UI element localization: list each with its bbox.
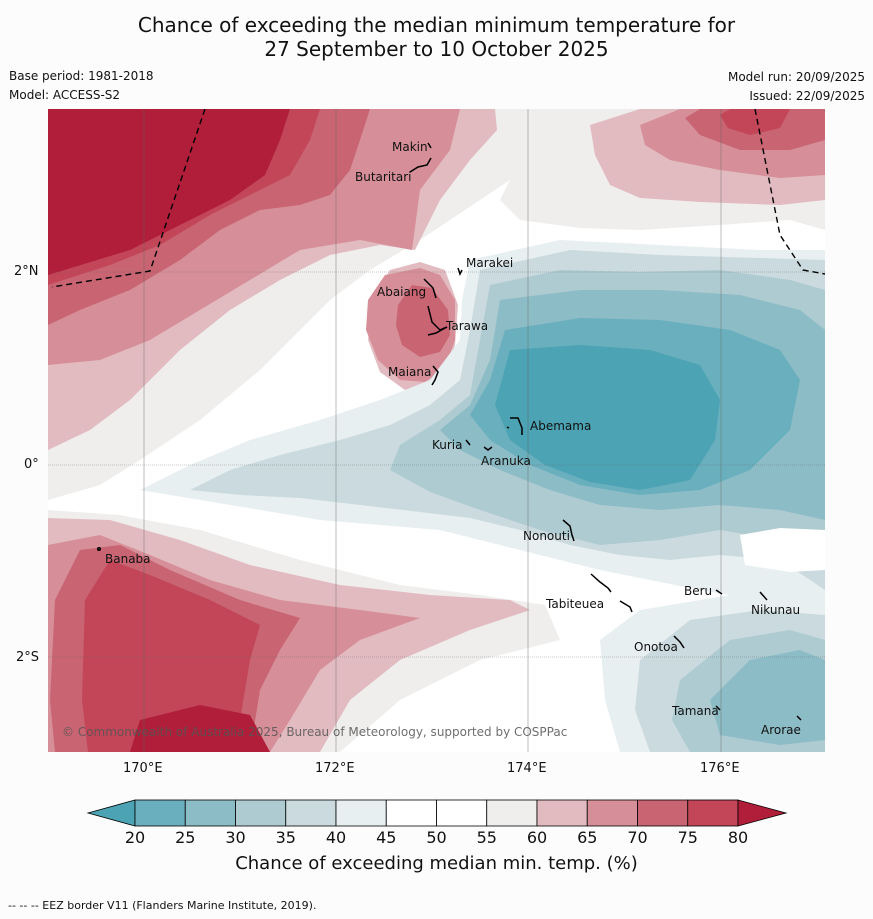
colorbar-tick-30: 30 bbox=[225, 828, 246, 847]
island-tarawa bbox=[427, 305, 448, 336]
contour-sw-80 bbox=[82, 560, 260, 752]
label-beru: Beru bbox=[684, 584, 712, 598]
colorbar-box-35 bbox=[285, 799, 337, 827]
title-line-2: 27 September to 10 October 2025 bbox=[264, 37, 609, 61]
model-run: Model run: 20/09/2025 bbox=[727, 70, 865, 84]
colorbar-box-50 bbox=[436, 799, 488, 827]
label-abemama: Abemama bbox=[530, 419, 591, 433]
colorbar-tick-25: 25 bbox=[175, 828, 196, 847]
label-aranuka: Aranuka bbox=[481, 454, 531, 468]
colorbar-box-65 bbox=[586, 799, 638, 827]
lat-label-2n: 2°N bbox=[14, 264, 39, 279]
colorbar-extend-high bbox=[737, 799, 788, 827]
colorbar-box-70 bbox=[637, 799, 689, 827]
island-marakei bbox=[457, 267, 463, 276]
colorbar-box-25 bbox=[184, 799, 236, 827]
label-tamana: Tamana bbox=[671, 704, 719, 718]
label-onotoa: Onotoa bbox=[634, 640, 678, 654]
island-nikunau bbox=[759, 591, 768, 601]
island-abemama bbox=[506, 417, 523, 435]
island-beru bbox=[715, 589, 723, 595]
island-kuria bbox=[465, 439, 471, 446]
colorbar-tick-70: 70 bbox=[627, 828, 648, 847]
contour-se-30 bbox=[710, 650, 825, 745]
colorbar-extend-low bbox=[86, 799, 136, 827]
label-makin: Makin bbox=[392, 140, 428, 154]
colorbar-tick-35: 35 bbox=[275, 828, 296, 847]
island-coastlines bbox=[96, 142, 802, 721]
contour-tarawa-75 bbox=[396, 285, 450, 357]
colorbar-box-75 bbox=[687, 799, 739, 827]
colorbar-tick-80: 80 bbox=[727, 828, 749, 847]
colorbar-box-60 bbox=[536, 799, 588, 827]
map-panel: Makin Butaritari Marakei Abaiang Tarawa … bbox=[48, 109, 825, 752]
contour-ne-80 bbox=[720, 109, 790, 135]
island-onotoa bbox=[673, 635, 685, 649]
colorbar-tick-45: 45 bbox=[376, 828, 397, 847]
contour-nw-85 bbox=[48, 109, 290, 275]
lat-label-2s: 2°S bbox=[16, 650, 40, 665]
colorbar-boxes bbox=[134, 799, 739, 827]
island-butaritari bbox=[409, 157, 432, 173]
island-tabiteuea bbox=[590, 573, 633, 613]
colorbar-tick-20: 20 bbox=[124, 828, 146, 847]
label-banaba: Banaba bbox=[105, 552, 151, 566]
place-labels: Makin Butaritari Marakei Abaiang Tarawa … bbox=[105, 140, 801, 737]
eez-border-east bbox=[754, 109, 825, 275]
title-line-1: Chance of exceeding the median minimum t… bbox=[137, 13, 736, 37]
colorbar-tick-75: 75 bbox=[677, 828, 698, 847]
eez-footnote: -- -- -- EEZ border V11 (Flanders Marine… bbox=[8, 899, 317, 912]
label-maiana: Maiana bbox=[388, 365, 431, 379]
issued-date: Issued: 22/09/2025 bbox=[749, 89, 865, 103]
lon-label-176e: 176°E bbox=[700, 761, 740, 776]
lon-label-172e: 172°E bbox=[315, 761, 355, 776]
map-gridlines bbox=[48, 109, 825, 752]
island-maiana bbox=[431, 365, 439, 386]
colorbar-box-20 bbox=[134, 799, 186, 827]
island-arorae bbox=[796, 715, 802, 721]
label-butaritari: Butaritari bbox=[355, 170, 412, 184]
label-nonouti: Nonouti bbox=[523, 529, 570, 543]
colorbar-box-55 bbox=[486, 799, 538, 827]
colorbar-tick-65: 65 bbox=[577, 828, 598, 847]
lat-label-0: 0° bbox=[24, 457, 39, 472]
contour-sw-85 bbox=[130, 705, 270, 752]
colorbar-box-45 bbox=[385, 799, 437, 827]
island-aranuka bbox=[483, 446, 493, 451]
label-marakei: Marakei bbox=[466, 256, 513, 270]
eez-border-west bbox=[51, 109, 206, 288]
label-kuria: Kuria bbox=[432, 438, 463, 452]
eez-borders bbox=[51, 109, 825, 288]
base-period: Base period: 1981-2018 bbox=[9, 69, 154, 83]
colorbar-tick-40: 40 bbox=[325, 828, 347, 847]
model-name: Model: ACCESS-S2 bbox=[9, 88, 121, 102]
lon-label-174e: 174°E bbox=[507, 761, 547, 776]
island-tamana bbox=[715, 705, 721, 711]
label-tabiteuea: Tabiteuea bbox=[545, 597, 604, 611]
island-banaba bbox=[96, 546, 102, 552]
label-abaiang: Abaiang bbox=[377, 285, 426, 299]
colorbar-box-40 bbox=[335, 799, 387, 827]
colorbar bbox=[86, 799, 788, 827]
colorbar-tick-55: 55 bbox=[476, 828, 497, 847]
label-tarawa: Tarawa bbox=[445, 319, 488, 333]
copyright-notice: © Commonwealth of Australia 2025, Bureau… bbox=[62, 725, 567, 739]
colorbar-tick-50: 50 bbox=[426, 828, 447, 847]
island-abaiang bbox=[423, 278, 437, 299]
island-makin bbox=[427, 142, 432, 149]
label-nikunau: Nikunau bbox=[751, 603, 800, 617]
island-nonouti bbox=[562, 519, 575, 542]
contour-cool-20 bbox=[495, 345, 720, 490]
colorbar-label: Chance of exceeding median min. temp. (%… bbox=[235, 853, 638, 874]
colorbar-tick-60: 60 bbox=[526, 828, 548, 847]
label-arorae: Arorae bbox=[761, 723, 801, 737]
colorbar-box-30 bbox=[235, 799, 287, 827]
lon-label-170e: 170°E bbox=[123, 761, 163, 776]
contour-se-patch bbox=[740, 528, 825, 572]
